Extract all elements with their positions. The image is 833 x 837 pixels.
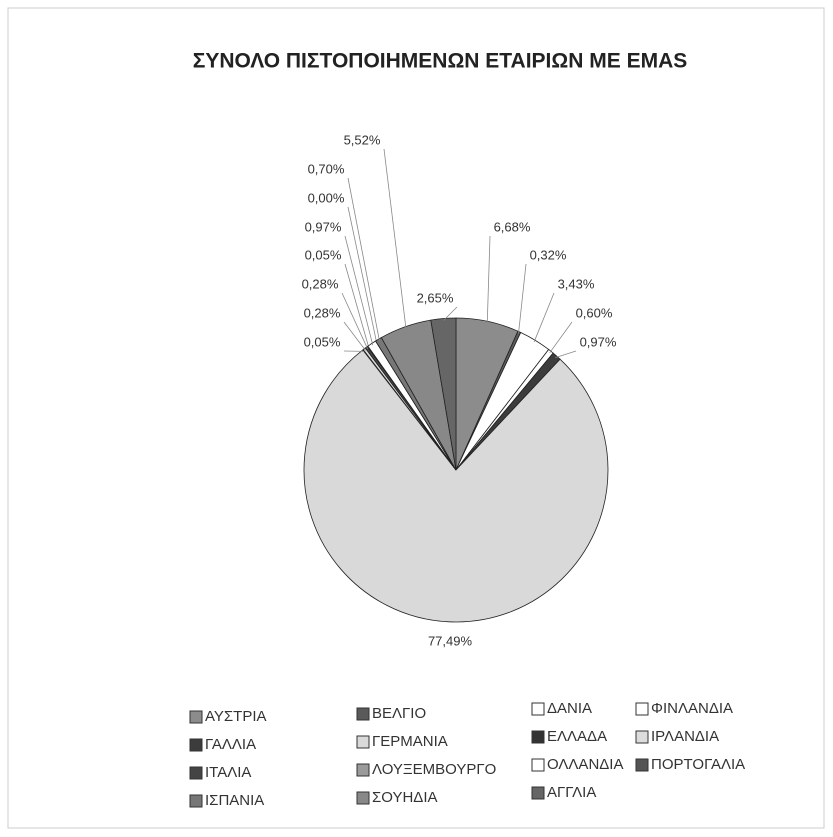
legend-swatch — [356, 791, 370, 805]
legend-swatch — [635, 730, 649, 744]
leader-line — [344, 235, 374, 346]
legend-label: ΒΕΛΓΙΟ — [372, 705, 426, 722]
data-label: 0,97% — [580, 334, 617, 349]
legend-label: ΙΤΑΛΙΑ — [205, 764, 251, 781]
leader-line — [486, 235, 491, 324]
legend-label: ΔΑΝΙΑ — [547, 700, 592, 717]
legend-swatch — [635, 758, 649, 772]
legend-swatch — [531, 730, 545, 744]
legend-label: ΦΙΝΛΑΝΔΙΑ — [651, 700, 733, 717]
legend-swatch — [189, 738, 203, 752]
data-label: 0,05% — [305, 247, 342, 262]
legend-swatch — [356, 763, 370, 777]
legend-swatch — [356, 735, 370, 749]
leader-line — [383, 148, 407, 329]
legend-label: ΙΡΛΑΝΔΙΑ — [651, 728, 719, 745]
leader-line — [555, 350, 577, 358]
legend-swatch — [531, 702, 545, 716]
legend-label: ΟΛΛΑΝΔΙΑ — [547, 756, 623, 773]
data-label: 0,60% — [576, 305, 613, 320]
legend-swatch — [635, 702, 649, 716]
legend-label: ΑΓΓΛΙΑ — [547, 784, 596, 801]
data-label: 0,05% — [304, 334, 341, 349]
leader-line — [443, 306, 458, 321]
legend-swatch — [189, 710, 203, 724]
legend-swatch — [531, 758, 545, 772]
pie-slice — [303, 349, 609, 623]
data-label: 0,28% — [304, 305, 341, 320]
data-label: 0,00% — [308, 190, 345, 205]
data-label: 77,49% — [428, 633, 473, 648]
data-label: 5,52% — [344, 132, 381, 147]
chart-title: ΣΥΝΟΛΟ ΠΙΣΤΟΠΟΙΗΜΕΝΩΝ ΕΤΑΙΡΙΩΝ ΜΕ EMAS — [193, 50, 688, 73]
legend-swatch — [189, 766, 203, 780]
legend-label: ΠΟΡΤΟΓΑΛΙΑ — [651, 756, 745, 773]
leader-line — [341, 292, 368, 349]
data-label: 0,32% — [530, 247, 567, 262]
leader-line — [347, 206, 378, 343]
leader-line — [343, 321, 366, 351]
leader-line — [344, 263, 370, 349]
legend-swatch — [356, 707, 370, 721]
legend-label: ΙΣΠΑΝΙΑ — [205, 792, 264, 809]
legend-label: ΑΥΣΤΡΙΑ — [205, 708, 267, 725]
data-label: 2,65% — [417, 290, 454, 305]
legend-label: ΣΟΥΗΔΙΑ — [372, 789, 438, 806]
legend-swatch — [531, 786, 545, 800]
data-label: 0,28% — [302, 276, 339, 291]
leader-line — [533, 292, 555, 343]
pie-slice — [430, 317, 457, 471]
leader-line — [549, 321, 573, 354]
legend-label: ΕΛΛΑΔΑ — [547, 728, 607, 745]
data-label: 0,97% — [305, 219, 342, 234]
legend-label: ΓΕΡΜΑΝΙΑ — [372, 733, 448, 750]
data-label: 3,43% — [558, 276, 595, 291]
data-label: 0,70% — [308, 161, 345, 176]
leader-line — [347, 177, 380, 342]
data-label: 6,68% — [494, 219, 531, 234]
legend-swatch — [189, 794, 203, 808]
legend-label: ΛΟΥΞΕΜΒΟΥΡΓΟ — [372, 761, 496, 778]
legend-label: ΓΑΛΛΙΑ — [205, 736, 256, 753]
leader-line — [518, 263, 527, 334]
